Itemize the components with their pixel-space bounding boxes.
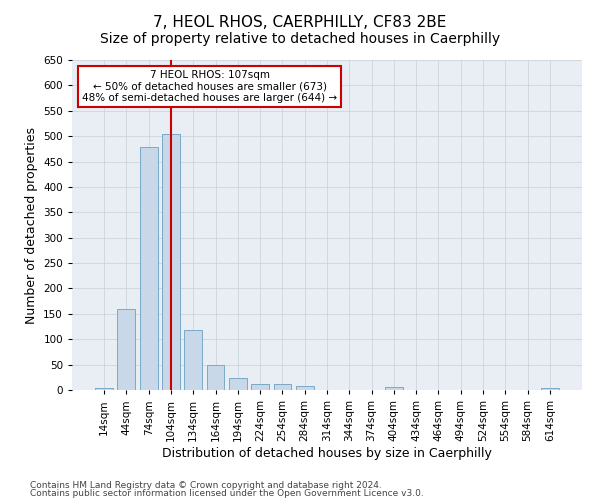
- Y-axis label: Number of detached properties: Number of detached properties: [25, 126, 38, 324]
- Bar: [162, 134, 180, 390]
- Bar: [229, 378, 247, 390]
- Bar: [206, 365, 224, 390]
- Text: Contains public sector information licensed under the Open Government Licence v3: Contains public sector information licen…: [30, 489, 424, 498]
- X-axis label: Distribution of detached houses by size in Caerphilly: Distribution of detached houses by size …: [162, 446, 492, 460]
- Bar: [118, 309, 136, 390]
- Bar: [385, 388, 403, 390]
- Text: 7 HEOL RHOS: 107sqm
← 50% of detached houses are smaller (673)
48% of semi-detac: 7 HEOL RHOS: 107sqm ← 50% of detached ho…: [82, 70, 337, 103]
- Bar: [296, 386, 314, 390]
- Bar: [95, 388, 113, 390]
- Text: Contains HM Land Registry data © Crown copyright and database right 2024.: Contains HM Land Registry data © Crown c…: [30, 480, 382, 490]
- Bar: [184, 330, 202, 390]
- Bar: [251, 384, 269, 390]
- Bar: [274, 384, 292, 390]
- Bar: [541, 388, 559, 390]
- Text: Size of property relative to detached houses in Caerphilly: Size of property relative to detached ho…: [100, 32, 500, 46]
- Text: 7, HEOL RHOS, CAERPHILLY, CF83 2BE: 7, HEOL RHOS, CAERPHILLY, CF83 2BE: [154, 15, 446, 30]
- Bar: [140, 148, 158, 390]
